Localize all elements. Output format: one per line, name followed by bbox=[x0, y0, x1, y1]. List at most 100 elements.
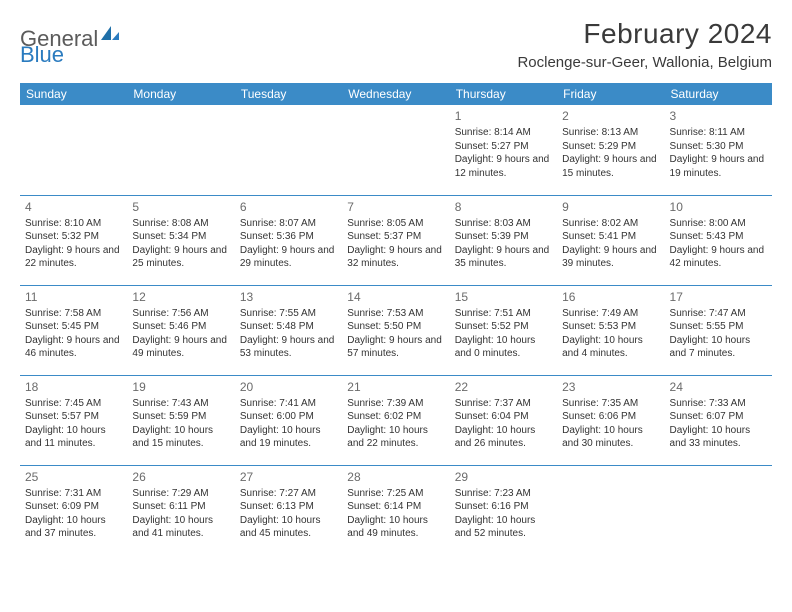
logo-sail-icon bbox=[100, 24, 122, 47]
calendar-week-row: 4Sunrise: 8:10 AMSunset: 5:32 PMDaylight… bbox=[20, 195, 772, 285]
daylight-line: Daylight: 9 hours and 49 minutes. bbox=[132, 334, 229, 361]
calendar-day-cell: 14Sunrise: 7:53 AMSunset: 5:50 PMDayligh… bbox=[342, 285, 449, 375]
sunset-line: Sunset: 5:52 PM bbox=[455, 320, 552, 334]
calendar-day-cell: 12Sunrise: 7:56 AMSunset: 5:46 PMDayligh… bbox=[127, 285, 234, 375]
sunrise-line: Sunrise: 8:02 AM bbox=[562, 217, 659, 231]
day-number: 16 bbox=[562, 289, 659, 305]
daylight-line: Daylight: 9 hours and 46 minutes. bbox=[25, 334, 122, 361]
daylight-line: Daylight: 9 hours and 22 minutes. bbox=[25, 244, 122, 271]
daylight-line: Daylight: 9 hours and 32 minutes. bbox=[347, 244, 444, 271]
day-number: 28 bbox=[347, 469, 444, 485]
day-number: 8 bbox=[455, 199, 552, 215]
day-number: 9 bbox=[562, 199, 659, 215]
calendar-day-cell: 25Sunrise: 7:31 AMSunset: 6:09 PMDayligh… bbox=[20, 465, 127, 555]
day-number: 2 bbox=[562, 108, 659, 124]
daylight-line: Daylight: 10 hours and 4 minutes. bbox=[562, 334, 659, 361]
calendar-day-cell: 19Sunrise: 7:43 AMSunset: 5:59 PMDayligh… bbox=[127, 375, 234, 465]
day-number: 24 bbox=[670, 379, 767, 395]
day-number: 20 bbox=[240, 379, 337, 395]
sunset-line: Sunset: 5:32 PM bbox=[25, 230, 122, 244]
sunset-line: Sunset: 5:50 PM bbox=[347, 320, 444, 334]
sunrise-line: Sunrise: 8:13 AM bbox=[562, 126, 659, 140]
day-number: 11 bbox=[25, 289, 122, 305]
sunset-line: Sunset: 5:34 PM bbox=[132, 230, 229, 244]
page-subtitle: Roclenge-sur-Geer, Wallonia, Belgium bbox=[517, 54, 772, 71]
calendar-day-cell: 28Sunrise: 7:25 AMSunset: 6:14 PMDayligh… bbox=[342, 465, 449, 555]
calendar-day-cell: 6Sunrise: 8:07 AMSunset: 5:36 PMDaylight… bbox=[235, 195, 342, 285]
calendar-day-cell: 10Sunrise: 8:00 AMSunset: 5:43 PMDayligh… bbox=[665, 195, 772, 285]
calendar-day-cell: 29Sunrise: 7:23 AMSunset: 6:16 PMDayligh… bbox=[450, 465, 557, 555]
sunset-line: Sunset: 5:29 PM bbox=[562, 140, 659, 154]
sunset-line: Sunset: 6:11 PM bbox=[132, 500, 229, 514]
calendar-day-cell: 24Sunrise: 7:33 AMSunset: 6:07 PMDayligh… bbox=[665, 375, 772, 465]
daylight-line: Daylight: 10 hours and 33 minutes. bbox=[670, 424, 767, 451]
day-number: 17 bbox=[670, 289, 767, 305]
sunset-line: Sunset: 5:57 PM bbox=[25, 410, 122, 424]
daylight-line: Daylight: 10 hours and 41 minutes. bbox=[132, 514, 229, 541]
sunrise-line: Sunrise: 7:55 AM bbox=[240, 307, 337, 321]
day-number: 1 bbox=[455, 108, 552, 124]
sunrise-line: Sunrise: 8:03 AM bbox=[455, 217, 552, 231]
day-number: 13 bbox=[240, 289, 337, 305]
sunset-line: Sunset: 5:36 PM bbox=[240, 230, 337, 244]
daylight-line: Daylight: 10 hours and 22 minutes. bbox=[347, 424, 444, 451]
calendar-day-cell: 26Sunrise: 7:29 AMSunset: 6:11 PMDayligh… bbox=[127, 465, 234, 555]
calendar-header-row: SundayMondayTuesdayWednesdayThursdayFrid… bbox=[20, 83, 772, 105]
sunrise-line: Sunrise: 8:11 AM bbox=[670, 126, 767, 140]
sunset-line: Sunset: 6:02 PM bbox=[347, 410, 444, 424]
day-number: 27 bbox=[240, 469, 337, 485]
calendar-empty-cell bbox=[20, 105, 127, 195]
sunrise-line: Sunrise: 7:43 AM bbox=[132, 397, 229, 411]
daylight-line: Daylight: 10 hours and 45 minutes. bbox=[240, 514, 337, 541]
sunrise-line: Sunrise: 7:27 AM bbox=[240, 487, 337, 501]
sunrise-line: Sunrise: 7:56 AM bbox=[132, 307, 229, 321]
calendar-day-cell: 23Sunrise: 7:35 AMSunset: 6:06 PMDayligh… bbox=[557, 375, 664, 465]
sunrise-line: Sunrise: 7:49 AM bbox=[562, 307, 659, 321]
sunrise-line: Sunrise: 8:00 AM bbox=[670, 217, 767, 231]
calendar-day-cell: 16Sunrise: 7:49 AMSunset: 5:53 PMDayligh… bbox=[557, 285, 664, 375]
sunrise-line: Sunrise: 7:29 AM bbox=[132, 487, 229, 501]
day-header: Monday bbox=[127, 83, 234, 105]
sunrise-line: Sunrise: 8:07 AM bbox=[240, 217, 337, 231]
daylight-line: Daylight: 9 hours and 12 minutes. bbox=[455, 153, 552, 180]
sunrise-line: Sunrise: 7:53 AM bbox=[347, 307, 444, 321]
calendar-day-cell: 18Sunrise: 7:45 AMSunset: 5:57 PMDayligh… bbox=[20, 375, 127, 465]
daylight-line: Daylight: 10 hours and 30 minutes. bbox=[562, 424, 659, 451]
day-number: 12 bbox=[132, 289, 229, 305]
calendar-empty-cell bbox=[235, 105, 342, 195]
day-header: Thursday bbox=[450, 83, 557, 105]
day-header: Tuesday bbox=[235, 83, 342, 105]
day-header: Sunday bbox=[20, 83, 127, 105]
calendar-day-cell: 21Sunrise: 7:39 AMSunset: 6:02 PMDayligh… bbox=[342, 375, 449, 465]
sunrise-line: Sunrise: 7:47 AM bbox=[670, 307, 767, 321]
sunset-line: Sunset: 6:04 PM bbox=[455, 410, 552, 424]
calendar-day-cell: 17Sunrise: 7:47 AMSunset: 5:55 PMDayligh… bbox=[665, 285, 772, 375]
sunrise-line: Sunrise: 7:37 AM bbox=[455, 397, 552, 411]
sunrise-line: Sunrise: 7:25 AM bbox=[347, 487, 444, 501]
day-number: 23 bbox=[562, 379, 659, 395]
calendar-day-cell: 2Sunrise: 8:13 AMSunset: 5:29 PMDaylight… bbox=[557, 105, 664, 195]
calendar-empty-cell bbox=[557, 465, 664, 555]
day-header: Wednesday bbox=[342, 83, 449, 105]
sunrise-line: Sunrise: 7:23 AM bbox=[455, 487, 552, 501]
calendar-week-row: 11Sunrise: 7:58 AMSunset: 5:45 PMDayligh… bbox=[20, 285, 772, 375]
sunrise-line: Sunrise: 8:05 AM bbox=[347, 217, 444, 231]
daylight-line: Daylight: 9 hours and 25 minutes. bbox=[132, 244, 229, 271]
sunset-line: Sunset: 5:39 PM bbox=[455, 230, 552, 244]
day-number: 18 bbox=[25, 379, 122, 395]
sunset-line: Sunset: 6:16 PM bbox=[455, 500, 552, 514]
sunset-line: Sunset: 5:59 PM bbox=[132, 410, 229, 424]
day-number: 29 bbox=[455, 469, 552, 485]
calendar-page: General February 2024 Roclenge-sur-Geer,… bbox=[0, 0, 792, 555]
sunrise-line: Sunrise: 8:14 AM bbox=[455, 126, 552, 140]
title-block: February 2024 Roclenge-sur-Geer, Walloni… bbox=[517, 18, 772, 71]
calendar-day-cell: 5Sunrise: 8:08 AMSunset: 5:34 PMDaylight… bbox=[127, 195, 234, 285]
calendar-day-cell: 11Sunrise: 7:58 AMSunset: 5:45 PMDayligh… bbox=[20, 285, 127, 375]
day-number: 7 bbox=[347, 199, 444, 215]
day-number: 6 bbox=[240, 199, 337, 215]
daylight-line: Daylight: 10 hours and 11 minutes. bbox=[25, 424, 122, 451]
calendar-day-cell: 1Sunrise: 8:14 AMSunset: 5:27 PMDaylight… bbox=[450, 105, 557, 195]
sunset-line: Sunset: 6:07 PM bbox=[670, 410, 767, 424]
day-header: Friday bbox=[557, 83, 664, 105]
sunset-line: Sunset: 6:06 PM bbox=[562, 410, 659, 424]
